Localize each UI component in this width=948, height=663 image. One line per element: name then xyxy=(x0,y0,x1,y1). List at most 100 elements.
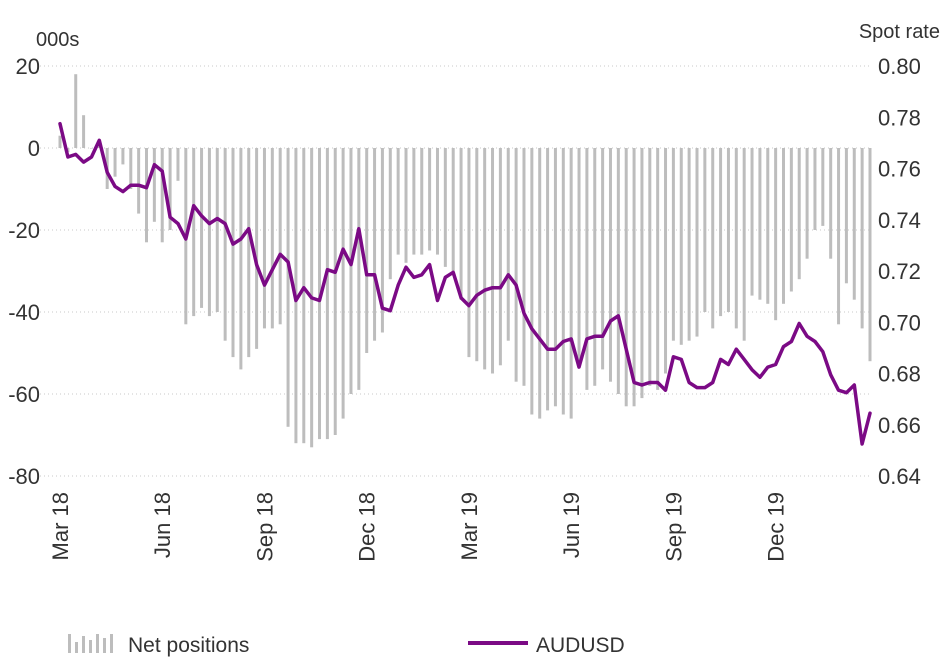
net-position-bar xyxy=(428,148,432,251)
x-tick-label: Mar 19 xyxy=(457,492,482,560)
net-position-bar xyxy=(302,148,306,444)
x-tick-label: Jun 19 xyxy=(559,492,584,558)
net-position-bar xyxy=(82,115,86,148)
x-tick-label: Mar 18 xyxy=(48,492,73,560)
net-position-bar xyxy=(860,148,864,329)
left-axis-unit: 000s xyxy=(36,29,79,51)
net-position-bar xyxy=(475,148,479,362)
left-tick-label: 20 xyxy=(16,54,40,79)
net-position-bar xyxy=(137,148,141,214)
net-position-bar xyxy=(74,74,78,148)
net-position-bar xyxy=(121,148,125,165)
net-position-bar xyxy=(837,148,841,325)
net-position-bar xyxy=(593,148,597,386)
legend-net-positions-label: Net positions xyxy=(128,634,249,657)
net-position-bar xyxy=(333,148,337,435)
net-position-bar xyxy=(601,148,605,370)
net-position-bar xyxy=(380,148,384,333)
net-position-bar xyxy=(278,148,282,325)
net-position-bar xyxy=(467,148,471,358)
net-position-bar xyxy=(341,148,345,419)
right-tick-label: 0.68 xyxy=(878,362,921,387)
net-position-bar xyxy=(247,148,251,358)
right-tick-label: 0.74 xyxy=(878,208,921,233)
legend-net-positions-swatch xyxy=(68,634,113,653)
net-position-bar xyxy=(687,148,691,341)
net-position-bar xyxy=(239,148,243,370)
net-position-bar xyxy=(483,148,487,370)
net-position-bar xyxy=(435,148,439,255)
net-position-bar xyxy=(742,148,746,341)
net-position-bar xyxy=(616,148,620,394)
net-position-bar xyxy=(491,148,495,374)
net-position-bar xyxy=(844,148,848,284)
right-tick-label: 0.80 xyxy=(878,54,921,79)
net-position-bar xyxy=(585,148,589,390)
net-position-bar xyxy=(373,148,377,341)
net-position-bar xyxy=(498,148,502,366)
net-position-bar xyxy=(632,148,636,407)
net-position-bar xyxy=(168,148,172,230)
right-tick-label: 0.70 xyxy=(878,310,921,335)
net-position-bar xyxy=(255,148,259,349)
net-position-bar xyxy=(766,148,770,304)
net-position-bar xyxy=(553,148,557,407)
net-position-bar xyxy=(719,148,723,317)
audusd-line-group xyxy=(58,121,872,446)
right-tick-label: 0.78 xyxy=(878,105,921,130)
left-tick-label: -40 xyxy=(8,300,40,325)
net-position-bar xyxy=(270,148,274,329)
net-position-bar xyxy=(789,148,793,292)
net-position-bar xyxy=(113,148,117,177)
net-position-bar xyxy=(734,148,738,329)
left-tick-label: -20 xyxy=(8,218,40,243)
net-position-bar xyxy=(774,148,778,321)
net-position-bar xyxy=(451,148,455,271)
net-position-bar xyxy=(813,148,817,230)
right-tick-label: 0.76 xyxy=(878,157,921,182)
net-position-bar xyxy=(664,148,668,374)
x-tick-label: Sep 18 xyxy=(252,492,277,562)
net-position-bar xyxy=(192,148,196,317)
x-tick-label: Dec 19 xyxy=(764,492,789,562)
net-position-bar xyxy=(648,148,652,386)
audusd-line xyxy=(58,121,872,446)
net-position-bar xyxy=(781,148,785,304)
net-position-bar xyxy=(160,148,164,243)
net-position-bar xyxy=(750,148,754,296)
net-position-bar xyxy=(152,148,156,222)
net-position-bar xyxy=(671,148,675,341)
net-positions-bars xyxy=(58,74,872,448)
net-position-bar xyxy=(459,148,463,300)
net-position-bar xyxy=(207,148,211,317)
net-position-bar xyxy=(640,148,644,399)
net-position-bar xyxy=(262,148,266,329)
net-position-bar xyxy=(89,148,93,149)
net-position-bar xyxy=(538,148,542,419)
net-position-bar xyxy=(349,148,353,394)
net-position-bar xyxy=(412,148,416,255)
net-position-bar xyxy=(577,148,581,366)
net-position-bar xyxy=(679,148,683,345)
net-position-bar xyxy=(200,148,204,308)
net-position-bar xyxy=(223,148,227,341)
net-position-bar xyxy=(522,148,526,386)
net-position-bar xyxy=(726,148,730,312)
net-position-bar xyxy=(365,148,369,353)
net-position-bar xyxy=(420,148,424,255)
net-position-bar xyxy=(286,148,290,427)
net-position-bar xyxy=(145,148,149,243)
x-tick-label: Sep 19 xyxy=(661,492,686,562)
right-tick-label: 0.66 xyxy=(878,413,921,438)
net-position-bar xyxy=(561,148,565,415)
net-position-bar xyxy=(608,148,612,382)
net-position-bar xyxy=(797,148,801,280)
net-position-bar xyxy=(624,148,628,407)
legend-audusd-label: AUDUSD xyxy=(536,634,625,657)
net-position-bar xyxy=(357,148,361,390)
left-axis-ticks: 20 0 -20 -40 -60 -80 xyxy=(8,54,40,489)
net-position-bar xyxy=(325,148,329,440)
net-position-bar xyxy=(530,148,534,415)
net-position-bar xyxy=(231,148,235,358)
